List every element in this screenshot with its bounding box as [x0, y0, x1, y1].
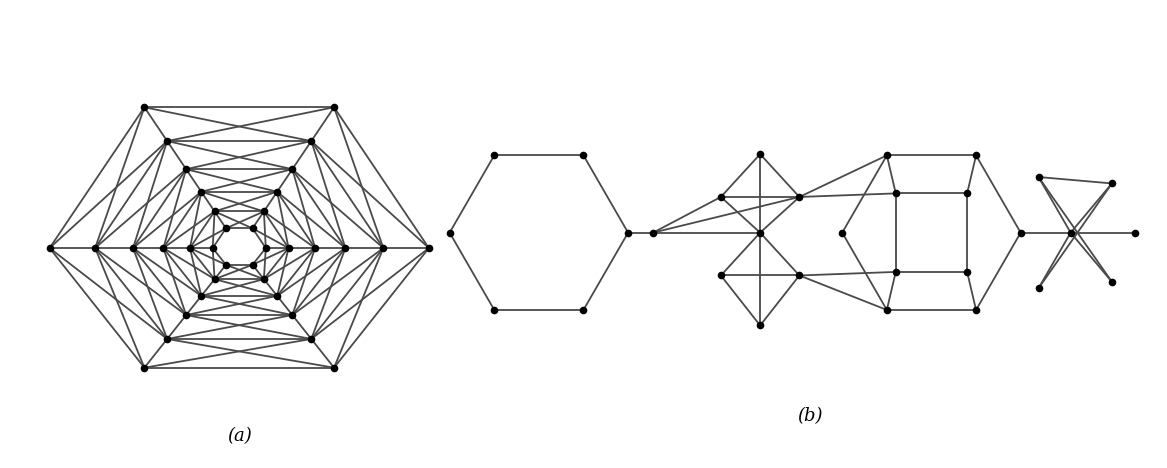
Text: (b): (b): [797, 408, 823, 425]
Text: (a): (a): [226, 427, 252, 445]
